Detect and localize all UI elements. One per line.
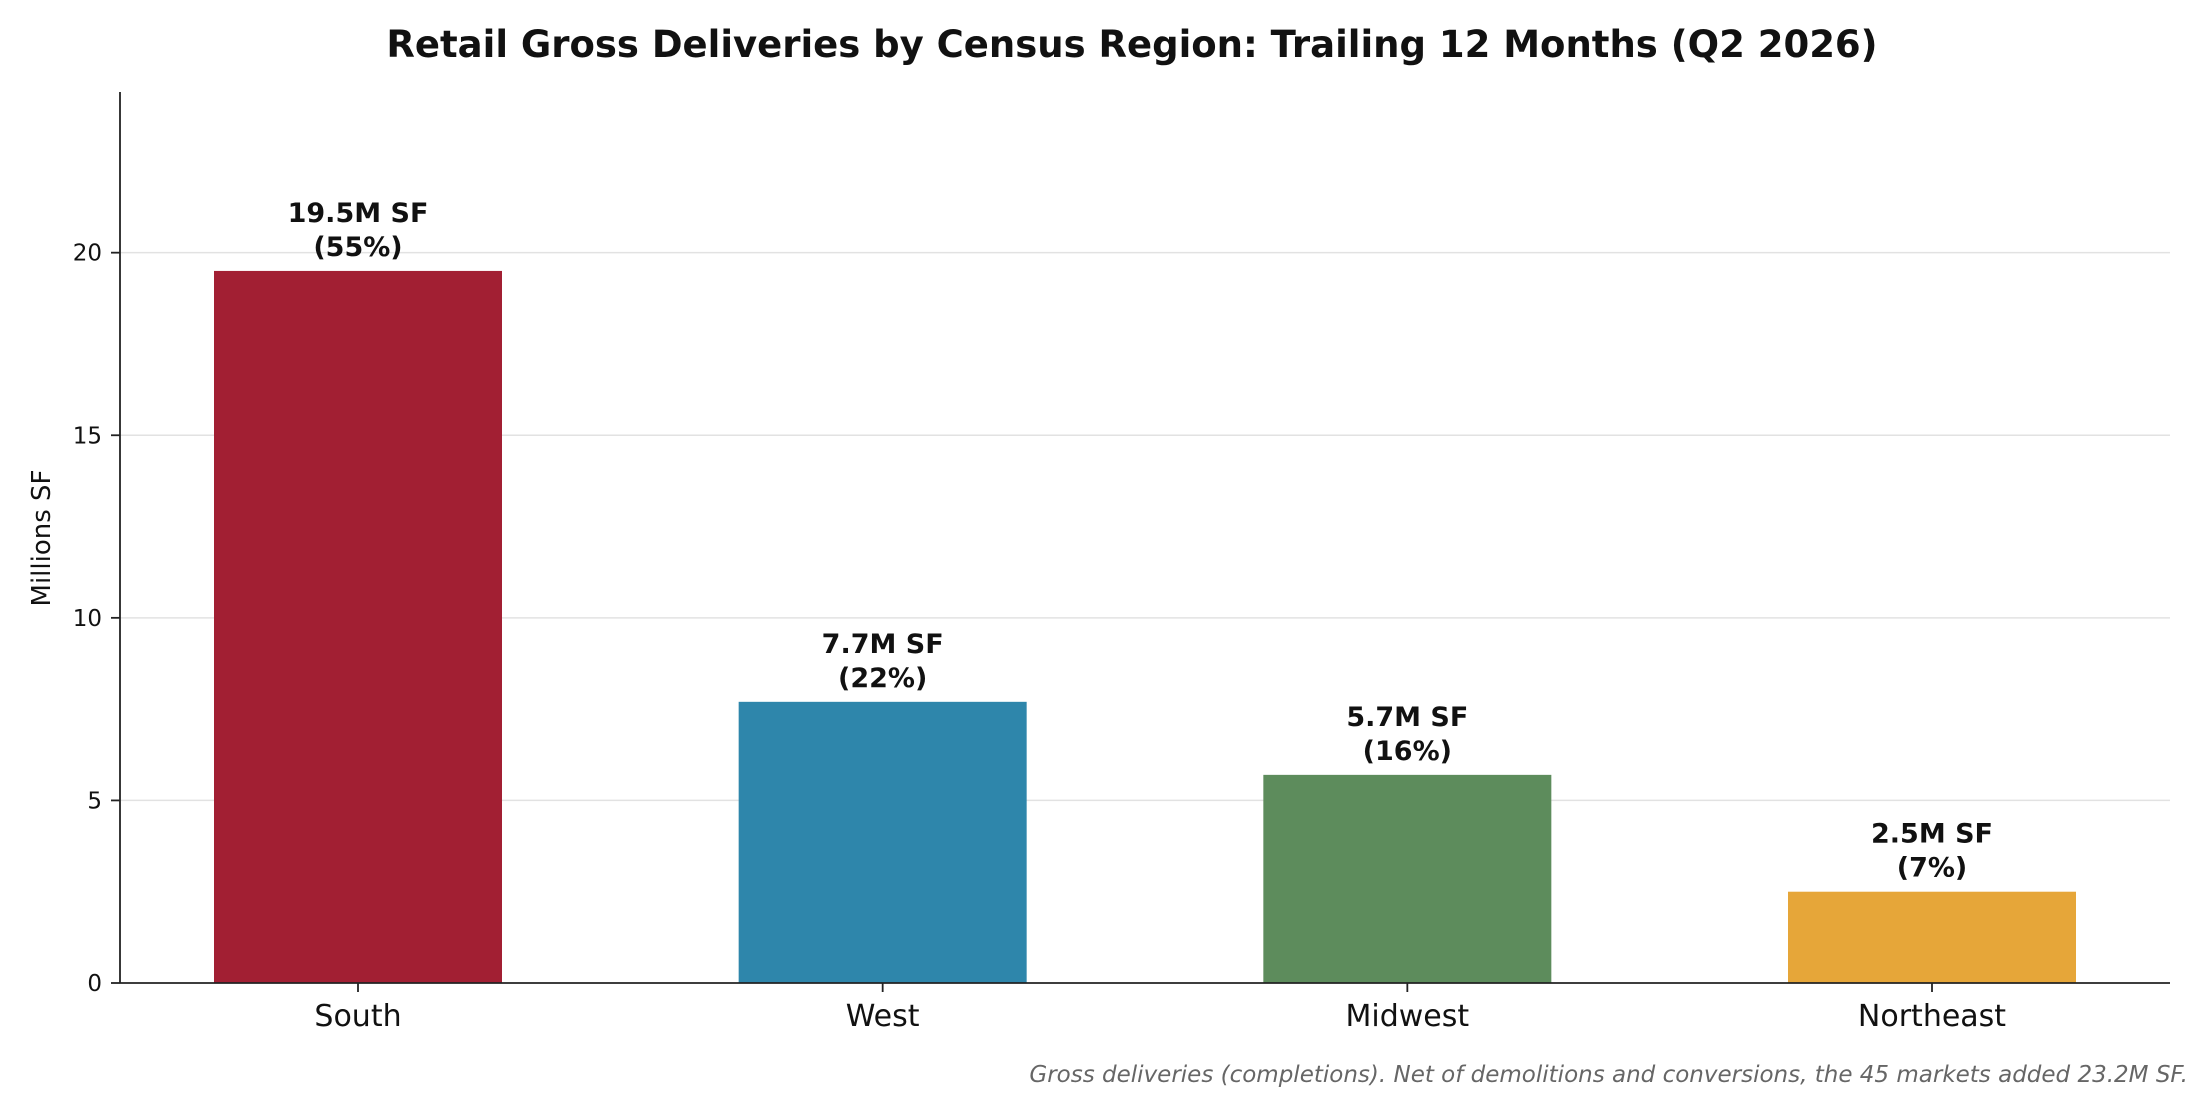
data-label-value: 19.5M SF [288,198,429,229]
data-labels: 19.5M SF(55%) 7.7M SF(22%) 5.7M SF(16%) 2.5… [288,198,1993,884]
bar-midwest [1263,774,1552,983]
chart-title: Retail Gross Deliveries by Census Region… [386,23,1877,66]
y-tick-label: 0 [87,971,102,997]
y-tick-label: 20 [73,241,102,267]
bar-west [738,701,1027,983]
data-label-share: (55%) [313,232,402,263]
data-label-value: 5.7M SF [1346,702,1468,733]
footnote: Gross deliveries (completions). Net of d… [1029,1062,2188,1088]
data-label-value: 2.5M SF [1871,819,1993,850]
data-label-share: (16%) [1363,736,1452,767]
x-ticks: South West Midwest Northeast [314,983,2006,1034]
y-tick-label: 15 [73,423,102,449]
y-ticks: 0 5 10 15 20 [73,241,120,997]
bar-northeast [1788,891,2076,983]
bar-south [214,270,502,984]
y-tick-label: 5 [87,788,102,814]
y-tick-label: 10 [73,606,102,632]
axes [119,92,2170,984]
y-axis-title: Millions SF [27,470,57,607]
x-tick-label: South [314,999,401,1034]
data-label-value: 7.7M SF [822,629,944,660]
x-tick-label: West [846,999,920,1034]
data-label-share: (7%) [1897,853,1968,884]
x-tick-label: Northeast [1858,999,2006,1034]
data-label-share: (22%) [838,663,927,694]
x-tick-label: Midwest [1346,999,1470,1034]
bars [214,270,2076,984]
